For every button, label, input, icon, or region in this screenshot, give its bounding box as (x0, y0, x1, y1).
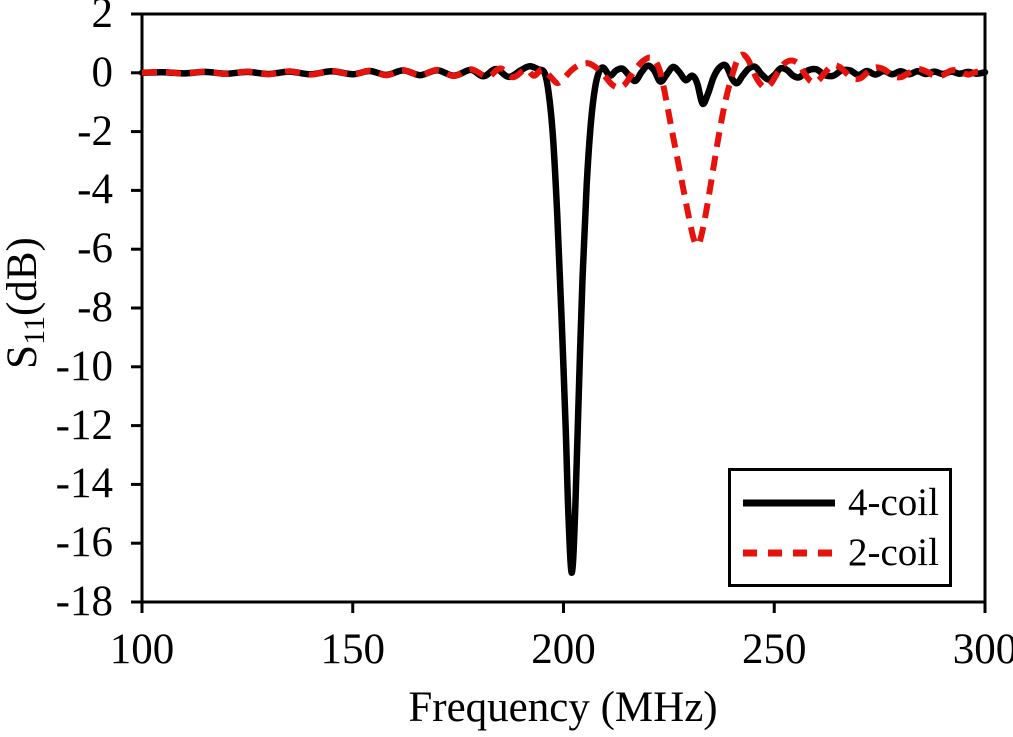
x-tick-label: 200 (531, 626, 596, 673)
legend: 4-coil 2-coil (728, 468, 952, 587)
x-tick-label: 100 (109, 626, 175, 673)
x-tick-label: 300 (952, 626, 1013, 673)
x-axis-title: Frequency (MHz) (408, 684, 718, 731)
y-tick-label: -4 (77, 166, 113, 214)
x-tick-label: 150 (320, 626, 386, 673)
y-tick-label: -8 (77, 284, 113, 331)
y-axis-title-suffix: (dB) (0, 237, 46, 317)
series-line-2-coil (141, 51, 986, 248)
y-tick-label: 2 (91, 0, 114, 37)
y-axis-title: S11(dB) (0, 153, 51, 453)
legend-line-sample-dashed (743, 549, 835, 556)
y-tick-label: -18 (55, 578, 113, 625)
y-tick-label: -16 (55, 519, 113, 567)
y-axis-title-subscript: 11 (18, 316, 51, 345)
y-tick-label: -2 (77, 107, 113, 155)
y-axis-title-prefix: S (0, 344, 46, 369)
legend-label-4-coil: 4-coil (848, 480, 939, 524)
legend-line-sample-solid (743, 499, 835, 506)
y-tick-label: -6 (77, 225, 113, 273)
y-tick-label: -10 (55, 342, 113, 390)
legend-item-2-coil: 2-coil (743, 530, 949, 576)
x-tick-label: 250 (742, 626, 807, 673)
y-tick-label: 0 (91, 48, 114, 96)
y-tick-label: -12 (55, 401, 113, 449)
legend-item-4-coil: 4-coil (743, 480, 949, 526)
legend-label-2-coil: 2-coil (848, 530, 939, 574)
y-tick-label: -14 (55, 460, 113, 508)
